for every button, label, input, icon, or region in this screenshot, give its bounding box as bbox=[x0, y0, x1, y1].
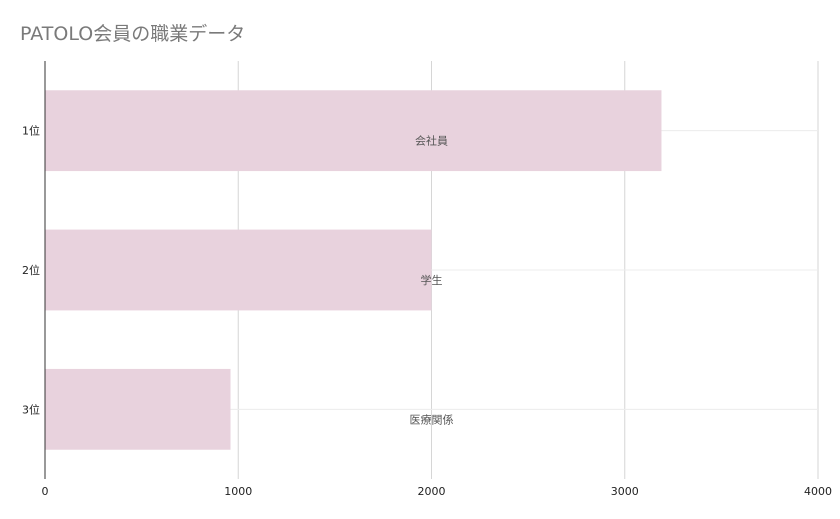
bar-data-label: 学生 bbox=[421, 273, 443, 287]
bar bbox=[45, 90, 662, 172]
bars bbox=[45, 90, 662, 450]
bar-data-label: 会社員 bbox=[415, 134, 448, 148]
bar bbox=[45, 229, 432, 311]
x-tick-label: 1000 bbox=[224, 485, 252, 498]
bar bbox=[45, 368, 231, 450]
x-tick-label: 0 bbox=[42, 485, 49, 498]
y-tick-label: 3位 bbox=[22, 402, 40, 416]
y-tick-label: 1位 bbox=[22, 124, 40, 138]
x-tick-label: 3000 bbox=[611, 485, 639, 498]
axes: 0 1000 2000 3000 4000 1位 2位 3位 bbox=[22, 61, 832, 498]
bar-data-label: 医療関係 bbox=[410, 412, 454, 426]
x-tick-label: 2000 bbox=[418, 485, 446, 498]
x-tick-label: 4000 bbox=[804, 485, 832, 498]
chart-title: PATOLO会員の職業データ bbox=[20, 23, 246, 45]
y-tick-label: 2位 bbox=[22, 263, 40, 277]
